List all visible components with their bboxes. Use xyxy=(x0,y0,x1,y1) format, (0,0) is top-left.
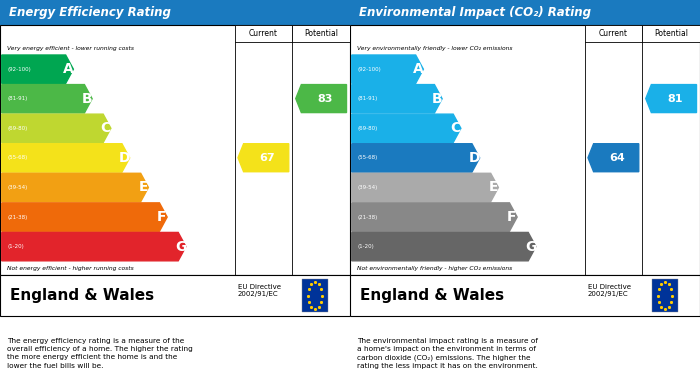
Polygon shape xyxy=(351,114,461,143)
Polygon shape xyxy=(588,144,638,172)
Polygon shape xyxy=(1,114,111,143)
Text: Very energy efficient - lower running costs: Very energy efficient - lower running co… xyxy=(7,46,134,51)
Polygon shape xyxy=(351,203,517,231)
Text: C: C xyxy=(100,121,111,135)
Text: Environmental Impact (CO₂) Rating: Environmental Impact (CO₂) Rating xyxy=(358,6,591,19)
Text: Not energy efficient - higher running costs: Not energy efficient - higher running co… xyxy=(7,266,134,271)
Text: Current: Current xyxy=(249,29,278,38)
Text: B: B xyxy=(81,92,92,106)
Text: A: A xyxy=(62,62,74,76)
Text: B: B xyxy=(431,92,442,106)
Text: EU Directive
2002/91/EC: EU Directive 2002/91/EC xyxy=(238,284,281,297)
Polygon shape xyxy=(238,144,288,172)
Polygon shape xyxy=(1,232,186,261)
Polygon shape xyxy=(1,84,92,113)
Text: Potential: Potential xyxy=(654,29,688,38)
Text: A: A xyxy=(412,62,423,76)
Polygon shape xyxy=(1,144,130,172)
Text: (69-80): (69-80) xyxy=(7,126,27,131)
Text: E: E xyxy=(139,181,148,194)
Text: The environmental impact rating is a measure of
a home's impact on the environme: The environmental impact rating is a mea… xyxy=(357,338,538,369)
Text: Current: Current xyxy=(599,29,628,38)
Text: C: C xyxy=(450,121,461,135)
Text: (81-91): (81-91) xyxy=(7,96,27,101)
Text: D: D xyxy=(468,151,480,165)
Text: (81-91): (81-91) xyxy=(357,96,377,101)
Text: 83: 83 xyxy=(317,93,332,104)
Text: (92-100): (92-100) xyxy=(7,67,31,72)
Text: E: E xyxy=(489,181,498,194)
Text: (1-20): (1-20) xyxy=(357,244,374,249)
Text: (55-68): (55-68) xyxy=(7,155,27,160)
Bar xyxy=(652,279,678,312)
Polygon shape xyxy=(295,84,346,113)
Bar xyxy=(293,25,350,42)
Bar xyxy=(643,25,700,42)
Polygon shape xyxy=(1,203,167,231)
Bar xyxy=(350,275,700,316)
Polygon shape xyxy=(351,84,442,113)
Text: The energy efficiency rating is a measure of the
overall efficiency of a home. T: The energy efficiency rating is a measur… xyxy=(7,339,192,368)
Text: England & Wales: England & Wales xyxy=(10,288,155,303)
Polygon shape xyxy=(351,55,423,83)
Text: England & Wales: England & Wales xyxy=(360,288,505,303)
Text: F: F xyxy=(157,210,167,224)
Bar xyxy=(0,0,350,25)
Polygon shape xyxy=(645,84,696,113)
Polygon shape xyxy=(351,232,536,261)
Text: Very environmentally friendly - lower CO₂ emissions: Very environmentally friendly - lower CO… xyxy=(357,46,512,51)
Text: (21-38): (21-38) xyxy=(357,215,377,220)
Text: G: G xyxy=(525,240,536,254)
Bar xyxy=(234,25,293,42)
Text: F: F xyxy=(507,210,517,224)
Text: (92-100): (92-100) xyxy=(357,67,381,72)
Bar xyxy=(0,275,350,316)
Text: 67: 67 xyxy=(259,153,274,163)
Polygon shape xyxy=(1,55,74,83)
Text: G: G xyxy=(175,240,186,254)
Text: (21-38): (21-38) xyxy=(7,215,27,220)
Polygon shape xyxy=(351,173,498,202)
Text: (1-20): (1-20) xyxy=(7,244,24,249)
Text: (39-54): (39-54) xyxy=(357,185,377,190)
Bar xyxy=(0,25,350,275)
Text: 64: 64 xyxy=(609,153,624,163)
Bar xyxy=(584,25,643,42)
Bar xyxy=(350,25,700,275)
Polygon shape xyxy=(1,173,148,202)
Text: 81: 81 xyxy=(667,93,682,104)
Text: (55-68): (55-68) xyxy=(357,155,377,160)
Text: D: D xyxy=(118,151,130,165)
Bar xyxy=(350,0,700,25)
Text: (39-54): (39-54) xyxy=(7,185,27,190)
Text: Not environmentally friendly - higher CO₂ emissions: Not environmentally friendly - higher CO… xyxy=(357,266,512,271)
Text: Energy Efficiency Rating: Energy Efficiency Rating xyxy=(8,6,171,19)
Bar xyxy=(302,279,328,312)
Polygon shape xyxy=(351,144,480,172)
Text: Potential: Potential xyxy=(304,29,338,38)
Text: (69-80): (69-80) xyxy=(357,126,377,131)
Text: EU Directive
2002/91/EC: EU Directive 2002/91/EC xyxy=(588,284,631,297)
